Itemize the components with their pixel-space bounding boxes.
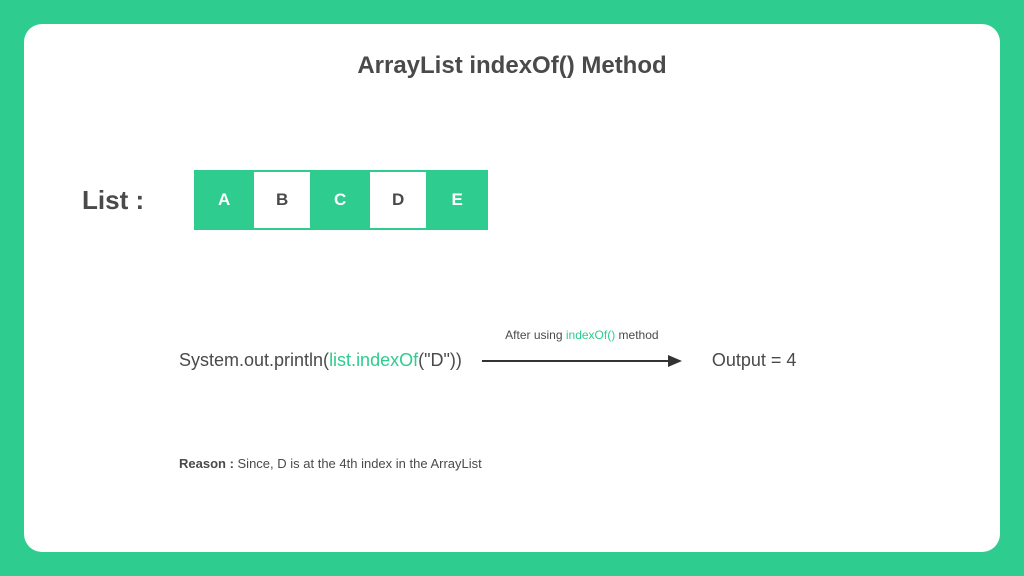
arrow-label: After using indexOf() method <box>505 328 658 342</box>
reason-text: Since, D is at the 4th index in the Arra… <box>238 456 482 471</box>
code-prefix: System.out.println( <box>179 350 329 370</box>
list-cell: B <box>254 172 312 228</box>
arrow-label-highlight: indexOf() <box>566 328 615 342</box>
arrow-container: After using indexOf() method <box>482 354 682 368</box>
list-cell: D <box>370 172 428 228</box>
code-suffix: ("D")) <box>418 350 462 370</box>
content-card: ArrayList indexOf() Method List : A B C … <box>24 24 1000 552</box>
outer-background: ArrayList indexOf() Method List : A B C … <box>0 0 1024 576</box>
output-text: Output = 4 <box>712 350 797 371</box>
list-cell: A <box>196 172 254 228</box>
code-text: System.out.println(list.indexOf("D")) <box>179 350 462 371</box>
list-cell: E <box>428 172 486 228</box>
list-cells-container: A B C D E <box>194 170 488 230</box>
reason-label: Reason : <box>179 456 238 471</box>
list-label: List : <box>82 185 144 216</box>
reason-section: Reason : Since, D is at the 4th index in… <box>179 456 960 471</box>
list-section: List : A B C D E <box>82 170 960 230</box>
list-cell: C <box>312 172 370 228</box>
arrow-label-prefix: After using <box>505 328 566 342</box>
page-title: ArrayList indexOf() Method <box>64 52 960 80</box>
arrow-icon <box>482 354 682 368</box>
code-highlight: list.indexOf <box>329 350 418 370</box>
arrow-label-suffix: method <box>615 328 658 342</box>
code-section: System.out.println(list.indexOf("D")) Af… <box>179 350 960 371</box>
